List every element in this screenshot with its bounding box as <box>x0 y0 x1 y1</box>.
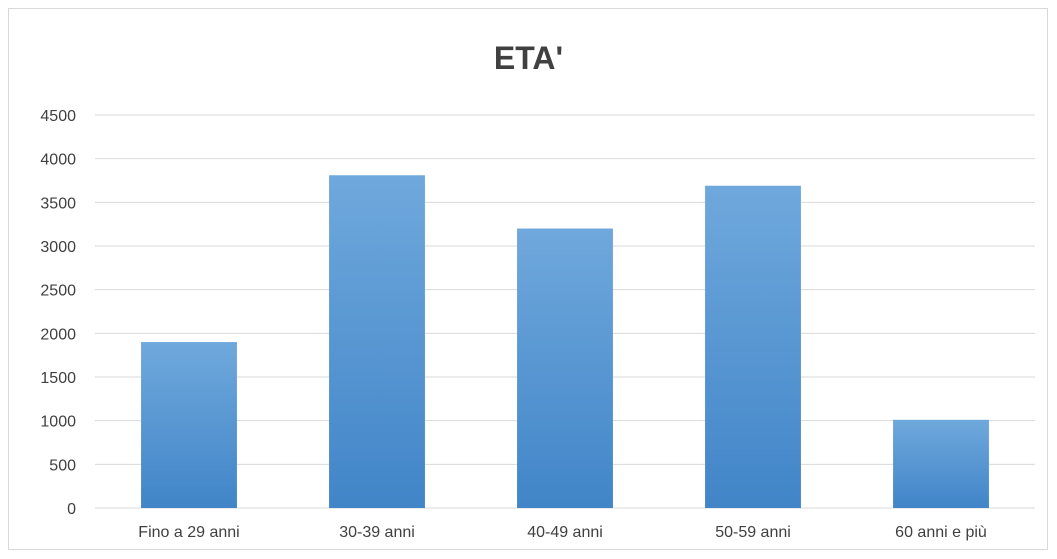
x-tick-label: Fino a 29 anni <box>138 524 239 541</box>
y-tick-label: 2000 <box>40 326 76 343</box>
bar-3 <box>705 185 801 509</box>
y-tick-label: 1000 <box>40 414 76 431</box>
x-tick-label: 60 anni e più <box>895 524 987 541</box>
bar-4 <box>893 419 989 508</box>
y-tick-label: 0 <box>67 501 76 518</box>
y-tick-label: 3500 <box>40 195 76 212</box>
bar-2 <box>517 228 613 509</box>
y-axis-ticks: 0 500 1000 1500 2000 2500 3000 3500 4000 4500 <box>40 108 76 518</box>
y-tick-label: 2500 <box>40 283 76 300</box>
chart-title: ETA' <box>493 40 564 76</box>
y-tick-label: 3000 <box>40 239 76 256</box>
y-tick-label: 4000 <box>40 152 76 169</box>
y-tick-label: 500 <box>49 457 76 474</box>
x-tick-label: 30-39 anni <box>339 524 415 541</box>
x-axis-ticks: Fino a 29 anni 30-39 anni 40-49 anni 50-59 … <box>138 524 987 541</box>
x-tick-label: 50-59 anni <box>715 524 791 541</box>
bars <box>141 175 989 509</box>
y-tick-label: 4500 <box>40 108 76 125</box>
bar-1 <box>329 175 425 508</box>
y-tick-label: 1500 <box>40 370 76 387</box>
bar-0 <box>141 342 237 508</box>
x-tick-label: 40-49 anni <box>527 524 603 541</box>
